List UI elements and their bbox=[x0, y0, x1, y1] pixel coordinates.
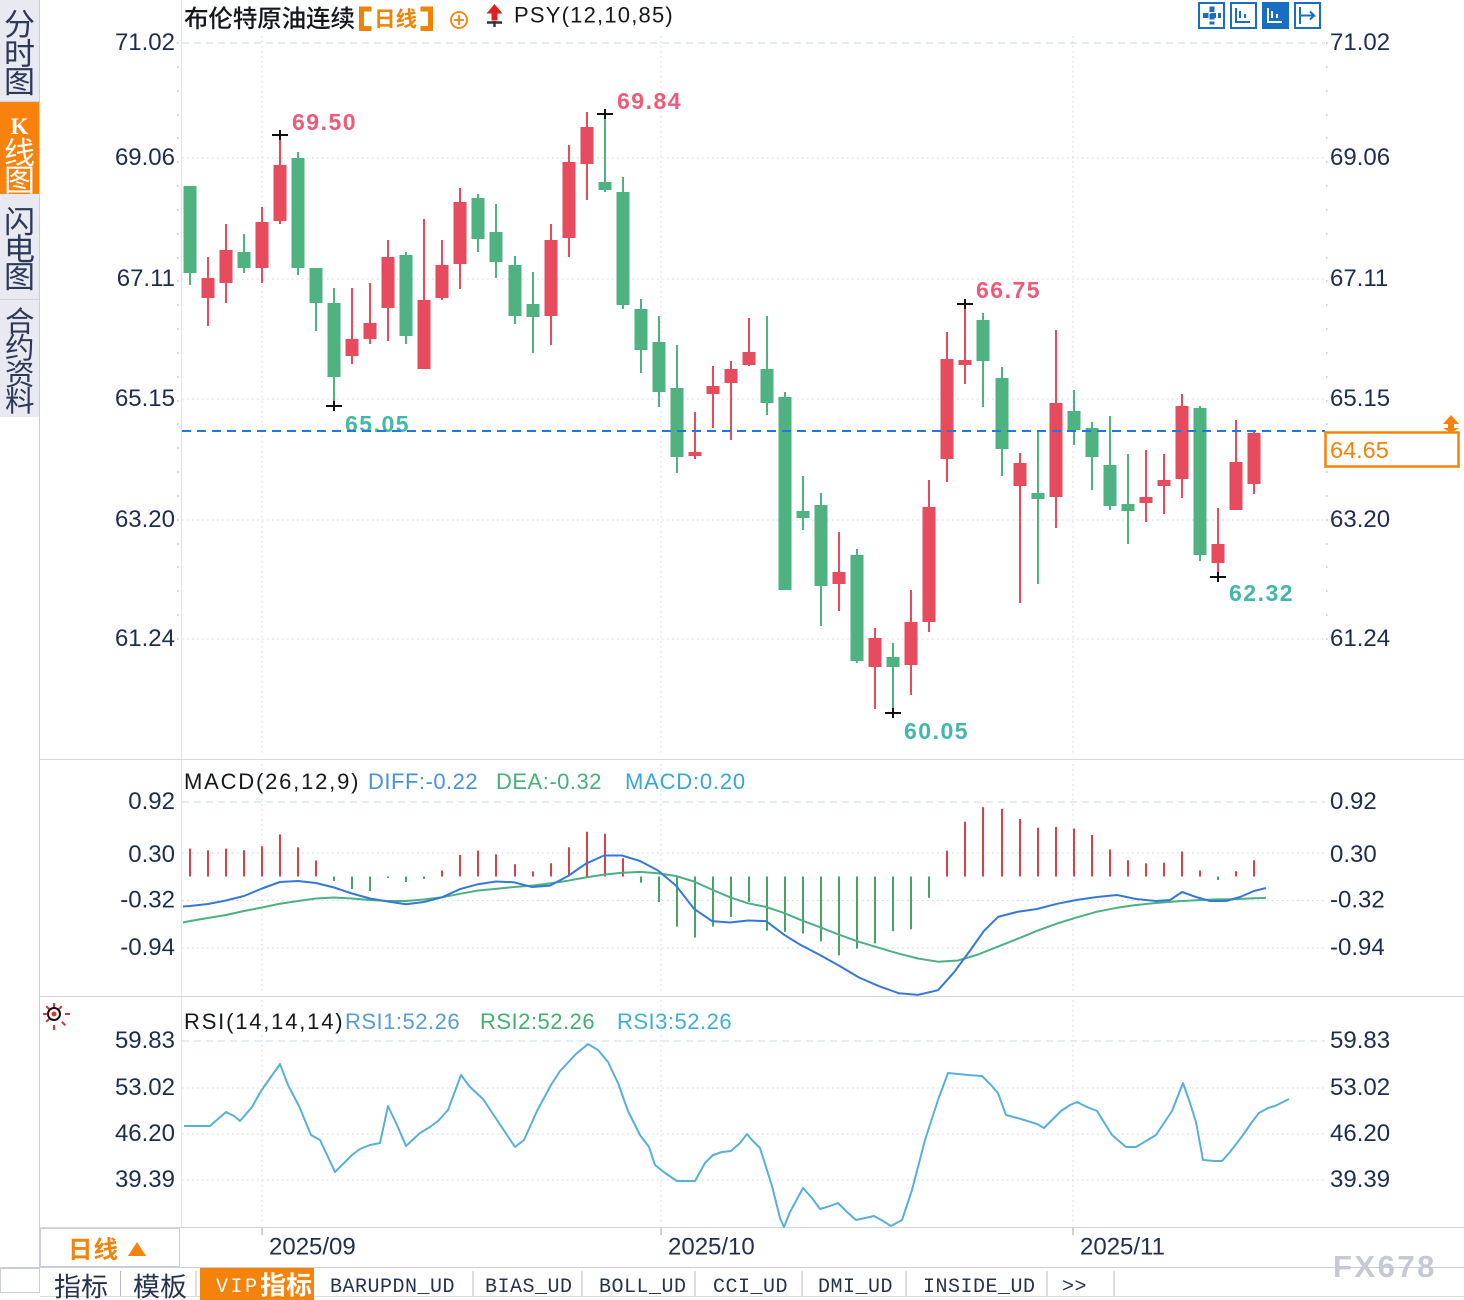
svg-text:69.84: 69.84 bbox=[617, 88, 682, 114]
svg-text:PSY(12,10,85): PSY(12,10,85) bbox=[514, 3, 674, 28]
svg-text:71.02: 71.02 bbox=[115, 29, 175, 56]
svg-text:2025/11: 2025/11 bbox=[1080, 1234, 1165, 1261]
svg-text:VIP: VIP bbox=[216, 1276, 260, 1299]
svg-text:0.92: 0.92 bbox=[128, 788, 175, 815]
svg-text:CCI_UD: CCI_UD bbox=[713, 1276, 788, 1299]
svg-text:59.83: 59.83 bbox=[115, 1027, 175, 1054]
svg-text:46.20: 46.20 bbox=[1330, 1120, 1390, 1147]
svg-text:71.02: 71.02 bbox=[1330, 29, 1390, 56]
svg-text:BIAS_UD: BIAS_UD bbox=[485, 1276, 573, 1299]
svg-text:64.65: 64.65 bbox=[1330, 437, 1389, 463]
svg-text:69.06: 69.06 bbox=[115, 144, 175, 171]
svg-text:-0.32: -0.32 bbox=[120, 887, 175, 914]
svg-text:60.05: 60.05 bbox=[904, 718, 969, 744]
svg-text:63.20: 63.20 bbox=[115, 506, 175, 533]
svg-text:K: K bbox=[11, 114, 29, 139]
svg-text:INSIDE_UD: INSIDE_UD bbox=[923, 1276, 1036, 1299]
svg-text:MACD(26,12,9): MACD(26,12,9) bbox=[184, 769, 360, 794]
svg-text:DEA:-0.32: DEA:-0.32 bbox=[496, 769, 602, 794]
svg-text:MACD:0.20: MACD:0.20 bbox=[625, 769, 746, 794]
svg-text:0.30: 0.30 bbox=[1330, 841, 1377, 868]
svg-text:0.92: 0.92 bbox=[1330, 788, 1377, 815]
svg-text:59.83: 59.83 bbox=[1330, 1027, 1390, 1054]
svg-text:BOLL_UD: BOLL_UD bbox=[599, 1276, 687, 1299]
svg-text:61.24: 61.24 bbox=[115, 625, 175, 652]
svg-text:DIFF:-0.22: DIFF:-0.22 bbox=[368, 769, 478, 794]
svg-text:69.06: 69.06 bbox=[1330, 144, 1390, 171]
svg-text:67.11: 67.11 bbox=[1330, 265, 1388, 292]
svg-text:RSI3:52.26: RSI3:52.26 bbox=[617, 1009, 732, 1034]
svg-text:53.02: 53.02 bbox=[1330, 1074, 1390, 1101]
svg-text:RSI1:52.26: RSI1:52.26 bbox=[345, 1009, 460, 1034]
svg-text:46.20: 46.20 bbox=[115, 1120, 175, 1147]
svg-text:65.15: 65.15 bbox=[1330, 385, 1390, 412]
svg-text:2025/10: 2025/10 bbox=[668, 1234, 755, 1261]
svg-text:66.75: 66.75 bbox=[976, 277, 1041, 303]
svg-text:65.05: 65.05 bbox=[345, 411, 410, 437]
svg-text:-0.94: -0.94 bbox=[120, 934, 175, 961]
svg-text:62.32: 62.32 bbox=[1229, 580, 1294, 606]
svg-text:2025/09: 2025/09 bbox=[269, 1234, 356, 1261]
svg-text:63.20: 63.20 bbox=[1330, 506, 1390, 533]
svg-text:RSI(14,14,14): RSI(14,14,14) bbox=[184, 1009, 344, 1034]
svg-text:DMI_UD: DMI_UD bbox=[818, 1276, 893, 1299]
svg-text:39.39: 39.39 bbox=[1330, 1166, 1390, 1193]
svg-text:-0.94: -0.94 bbox=[1330, 934, 1385, 961]
svg-text:61.24: 61.24 bbox=[1330, 625, 1390, 652]
svg-text:67.11: 67.11 bbox=[117, 265, 175, 292]
svg-text:FX678: FX678 bbox=[1333, 1249, 1437, 1284]
svg-text:0.30: 0.30 bbox=[128, 841, 175, 868]
svg-text:RSI2:52.26: RSI2:52.26 bbox=[480, 1009, 595, 1034]
svg-text:53.02: 53.02 bbox=[115, 1074, 175, 1101]
svg-text:65.15: 65.15 bbox=[115, 385, 175, 412]
svg-text:69.50: 69.50 bbox=[292, 109, 357, 135]
svg-text:39.39: 39.39 bbox=[115, 1166, 175, 1193]
svg-text:>>: >> bbox=[1062, 1276, 1087, 1299]
svg-text:-0.32: -0.32 bbox=[1330, 887, 1385, 914]
svg-text:BARUPDN_UD: BARUPDN_UD bbox=[330, 1276, 455, 1299]
